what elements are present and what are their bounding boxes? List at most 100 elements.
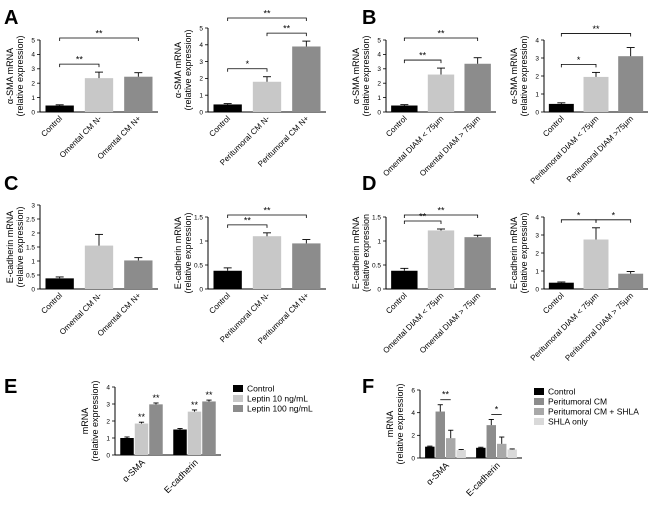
y-tick-label: 0: [31, 286, 35, 293]
significance-bracket: [227, 68, 268, 72]
bar: [252, 236, 282, 289]
chart-panel-8: 0 1 2 3 4 E-cadherin mRNA(relative expression…: [509, 210, 648, 363]
significance-bracket: [227, 224, 268, 228]
bar: [507, 449, 517, 458]
legend-label: Control: [548, 387, 576, 397]
y-tick-label: 2.5: [26, 216, 35, 223]
significance-bracket: [59, 63, 100, 68]
chart-panel-7: D 0 0.5 1 1.5E-cadherin mRNA(relative expres…: [351, 173, 496, 355]
significance-label: **: [419, 51, 427, 61]
bar: [618, 56, 644, 112]
panel-label: E: [4, 376, 17, 398]
y-tick-label: 1.5: [26, 244, 35, 251]
y-tick-label: 0: [106, 452, 110, 459]
bar: [45, 105, 74, 112]
chart-panel-9: E 0 1 2 3 4 mRNA(relative expression) ** ** α-SMA…: [4, 376, 313, 495]
y-tick-label: 3: [106, 401, 110, 408]
bar: [583, 239, 609, 289]
bar: [427, 230, 455, 289]
y-tick-label: 3: [377, 66, 381, 73]
y-tick-label: 2: [106, 418, 110, 425]
bar: [391, 270, 418, 289]
bar: [173, 429, 187, 455]
x-category-label: Control: [541, 114, 566, 139]
y-tick-label: 1: [377, 238, 381, 245]
y-tick-label: 0.5: [372, 262, 381, 269]
significance-label: *: [495, 404, 499, 414]
bar: [84, 245, 114, 289]
x-category-label: Omental DIAM > 75µm: [418, 291, 482, 355]
bar: [435, 411, 445, 458]
y-tick-label: 0.5: [26, 272, 35, 279]
x-category-label: Peritumoral DIAM >75µm: [565, 114, 635, 184]
bar: [464, 237, 491, 289]
significance-label: **: [592, 24, 600, 34]
x-category-label: Control: [207, 114, 232, 139]
y-tick-label: 3: [199, 59, 203, 66]
y-tick-label: 6: [411, 387, 415, 394]
x-category-label: Omental DIAM > 75µm: [418, 114, 482, 178]
bar: [446, 438, 456, 458]
panel-label: A: [4, 7, 18, 29]
bar: [548, 282, 574, 289]
bar: [618, 273, 644, 289]
chart-panel-6: 0 0.5 1 1.5E-cadherin mRNA(relative express…: [173, 206, 326, 346]
significance-label: *: [577, 210, 581, 220]
significance-bracket: [403, 214, 479, 218]
y-tick-label: 2: [199, 76, 203, 83]
y-tick-label: 0: [199, 286, 203, 293]
legend-swatch: [534, 398, 544, 405]
chart-panel-5: C 0 0.5 1 1.5 2 2.5 3 E-cadherin mRNA(relative e…: [4, 173, 158, 338]
bar: [84, 78, 114, 112]
chart-panel-3: B 0 1 2 3 4 5 α-SMA mRNA(relative expression) Co…: [351, 7, 496, 178]
y-tick-label: 0: [31, 109, 35, 116]
significance-label: **: [283, 24, 291, 34]
panel-label: C: [4, 173, 18, 195]
bar: [456, 450, 466, 458]
panel-label: F: [362, 376, 374, 398]
y-tick-label: 1: [31, 95, 35, 102]
y-tick-label: 1.5: [372, 214, 381, 221]
y-tick-label: 0: [535, 109, 539, 116]
y-tick-label: 1: [377, 95, 381, 102]
y-axis-label: E-cadherin mRNA(relative expression): [173, 212, 193, 293]
bar: [202, 401, 216, 455]
bar: [427, 74, 455, 112]
legend-label: Leptin 100 ng/mL: [247, 404, 313, 414]
significance-label: **: [76, 55, 84, 65]
panel-label: B: [362, 7, 376, 29]
x-category-label: Omental DIAM < 75µm: [381, 291, 445, 355]
chart-panel-1: A 0 1 2 3 4 5 α-SMA mRNA(relative expression) Co…: [4, 7, 158, 161]
bar: [464, 63, 491, 112]
y-tick-label: 4: [106, 384, 110, 391]
significance-bracket: [560, 64, 597, 68]
x-category-label: α-SMA: [120, 457, 147, 484]
y-axis-label: mRNA(relative expression): [80, 380, 100, 461]
bar: [213, 270, 242, 289]
significance-bracket: [403, 37, 479, 41]
legend-swatch: [534, 408, 544, 415]
significance-label: **: [205, 390, 213, 400]
y-axis-label: α-SMA mRNA(relative expression): [173, 29, 193, 110]
y-axis-label: α-SMA mRNA(relative expression): [5, 35, 25, 116]
y-tick-label: 3: [535, 232, 539, 239]
legend-label: Control: [247, 384, 275, 394]
y-tick-label: 2: [535, 73, 539, 80]
y-axis-label: E-cadherin mRNA(relative expression): [509, 212, 529, 293]
y-tick-label: 0.5: [194, 262, 203, 269]
bar: [476, 447, 486, 458]
y-tick-label: 1: [106, 435, 110, 442]
significance-label: **: [437, 29, 445, 39]
x-category-label: Omental DIAM < 75µm: [381, 114, 445, 178]
significance-label: **: [138, 412, 146, 422]
significance-label: *: [612, 210, 616, 220]
y-tick-label: 3: [535, 55, 539, 62]
y-tick-label: 4: [199, 42, 203, 49]
bar: [120, 438, 134, 455]
y-tick-label: 3: [31, 202, 35, 209]
legend-swatch: [233, 405, 243, 412]
y-tick-label: 0: [377, 286, 381, 293]
y-tick-label: 0: [199, 109, 203, 116]
bar: [124, 260, 153, 289]
